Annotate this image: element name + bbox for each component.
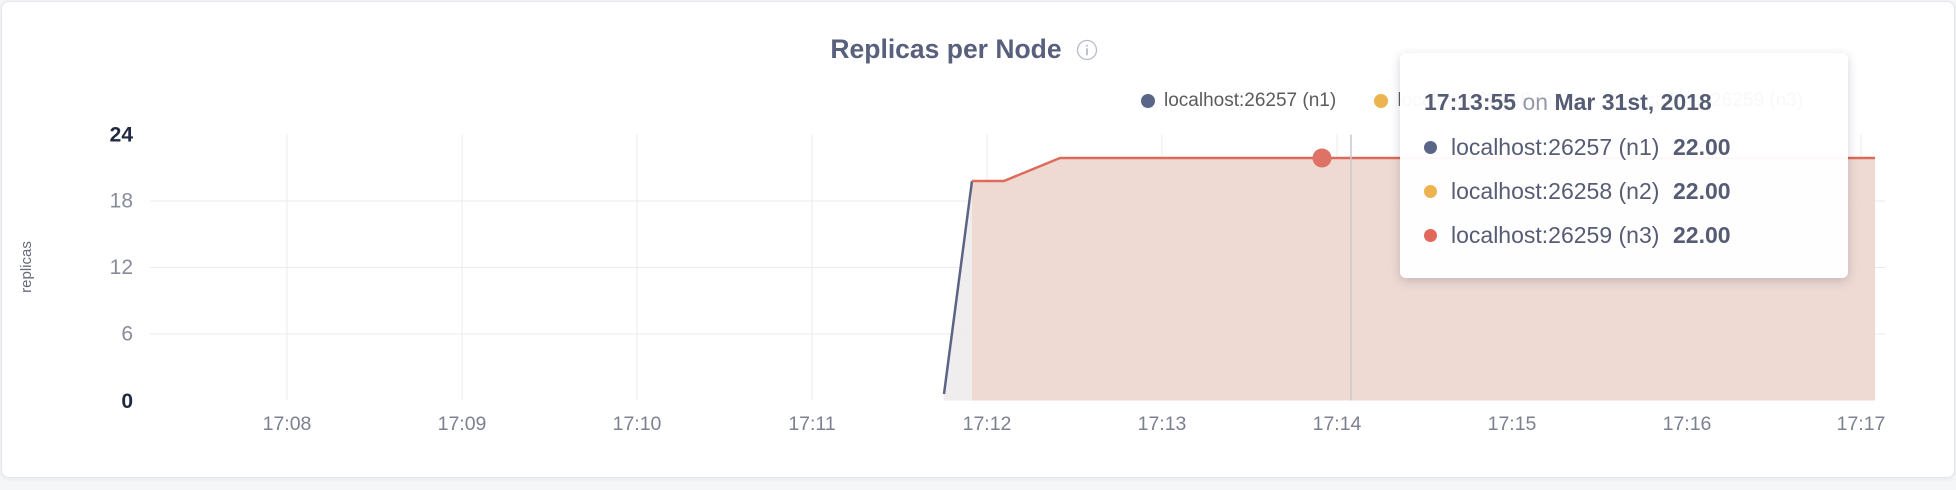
- svg-text:17:14: 17:14: [1313, 413, 1362, 435]
- svg-text:24: 24: [110, 124, 134, 147]
- svg-text:18: 18: [110, 190, 133, 213]
- svg-text:0: 0: [121, 390, 133, 413]
- svg-text:17:10: 17:10: [613, 413, 662, 435]
- svg-text:17:13: 17:13: [1138, 413, 1187, 435]
- svg-text:17:16: 17:16: [1663, 413, 1712, 435]
- svg-text:12: 12: [110, 256, 133, 279]
- svg-text:17:17: 17:17: [1837, 413, 1886, 435]
- svg-text:17:09: 17:09: [438, 413, 487, 435]
- svg-text:17:15: 17:15: [1488, 413, 1537, 435]
- svg-text:17:11: 17:11: [788, 413, 835, 435]
- svg-text:17:08: 17:08: [263, 413, 312, 435]
- svg-text:6: 6: [121, 323, 133, 346]
- svg-text:17:12: 17:12: [963, 413, 1012, 435]
